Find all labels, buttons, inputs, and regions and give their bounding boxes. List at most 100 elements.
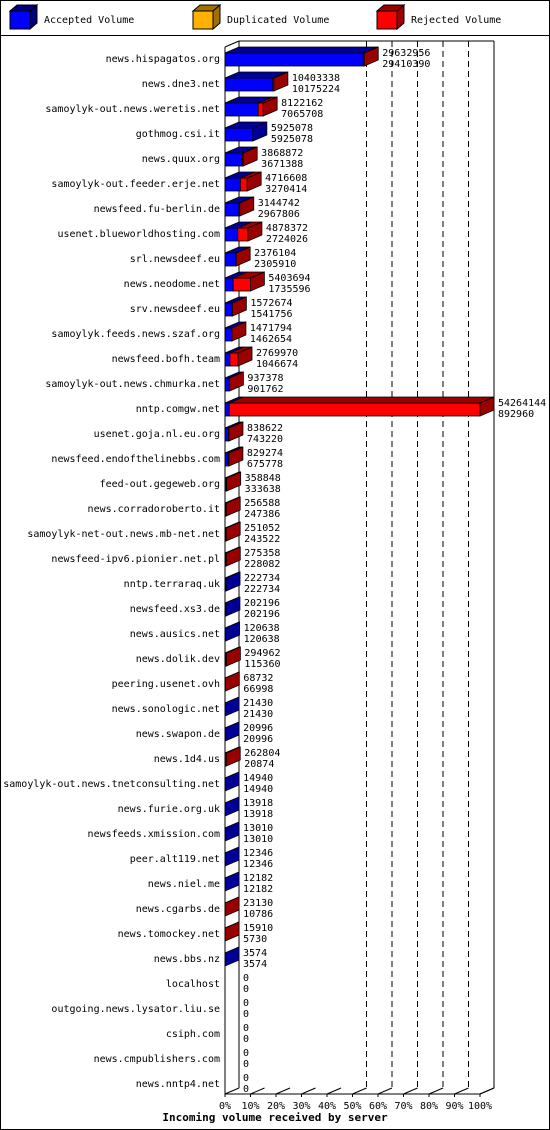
server-label: newsfeed.xs3.de bbox=[130, 604, 220, 615]
server-label: news.swapon.de bbox=[136, 729, 220, 740]
bar-side bbox=[237, 346, 253, 367]
total-value-label: 0 bbox=[243, 1048, 249, 1059]
x-tick-depth bbox=[326, 1087, 342, 1095]
total-value-label: 23130 bbox=[243, 898, 273, 909]
bar-side bbox=[225, 596, 241, 617]
x-tick-depth bbox=[301, 1087, 316, 1095]
x-tick-label: 80% bbox=[420, 1101, 438, 1112]
accepted-value-label: 3671388 bbox=[261, 159, 303, 170]
total-value-label: 358848 bbox=[245, 473, 281, 484]
total-value-label: 222734 bbox=[244, 573, 280, 584]
legend-label-duplicated: Duplicated Volume bbox=[227, 15, 329, 26]
accepted-value-label: 10175224 bbox=[292, 84, 340, 95]
bar-side bbox=[231, 321, 247, 342]
x-axis-title: Incoming volume received by server bbox=[162, 1111, 388, 1124]
total-value-label: 13010 bbox=[243, 823, 273, 834]
server-label: news.tomockey.net bbox=[118, 929, 220, 940]
accepted-value-label: 13918 bbox=[243, 809, 273, 820]
server-label: srl.newsdeef.eu bbox=[130, 254, 220, 265]
accepted-value-label: 20996 bbox=[243, 734, 273, 745]
x-tick-depth bbox=[224, 1087, 240, 1095]
accepted-value-label: 243522 bbox=[244, 534, 280, 545]
server-label: peering.usenet.ovh bbox=[112, 679, 220, 690]
accepted-bar bbox=[224, 427, 229, 442]
accepted-bar bbox=[224, 177, 241, 192]
bar-side bbox=[249, 271, 265, 292]
total-value-label: 12182 bbox=[243, 873, 273, 884]
server-label: news.dolik.dev bbox=[136, 654, 220, 665]
x-tick-label: 0% bbox=[219, 1101, 231, 1112]
total-value-label: 838622 bbox=[247, 423, 283, 434]
server-label: feed-out.gegeweb.org bbox=[100, 479, 220, 490]
legend-item-accepted: Accepted Volume bbox=[8, 3, 134, 31]
total-value-label: 29632956 bbox=[382, 48, 430, 59]
accepted-value-label: 202196 bbox=[244, 609, 280, 620]
server-label: news.dne3.net bbox=[142, 79, 220, 90]
server-label: newsfeed.bofh.team bbox=[112, 354, 220, 365]
accepted-value-label: 1462654 bbox=[250, 334, 292, 345]
x-tick-depth bbox=[403, 1087, 418, 1095]
total-value-label: 13918 bbox=[243, 798, 273, 809]
total-value-label: 0 bbox=[243, 1073, 249, 1084]
rejected-bar bbox=[229, 352, 239, 367]
x-tick-label: 20% bbox=[267, 1101, 285, 1112]
bar-side bbox=[252, 121, 268, 142]
accepted-value-label: 1735596 bbox=[268, 284, 310, 295]
accepted-value-label: 14940 bbox=[243, 784, 273, 795]
server-label: peer.alt119.net bbox=[130, 854, 220, 865]
server-label: samoylyk.feeds.news.szaf.org bbox=[51, 329, 220, 340]
accepted-bar bbox=[224, 302, 233, 317]
server-label: news.cmpublishers.com bbox=[94, 1054, 220, 1065]
bar-side bbox=[224, 946, 240, 967]
accepted-value-label: 0 bbox=[243, 1084, 249, 1095]
total-value-label: 68732 bbox=[243, 673, 273, 684]
accepted-value-label: 901762 bbox=[247, 384, 283, 395]
accepted-value-label: 12346 bbox=[243, 859, 273, 870]
total-value-label: 262804 bbox=[244, 748, 280, 759]
total-value-label: 14940 bbox=[243, 773, 273, 784]
x-tick-label: 30% bbox=[292, 1101, 310, 1112]
total-value-label: 120638 bbox=[244, 623, 280, 634]
server-label: news.ausics.net bbox=[130, 629, 220, 640]
total-value-label: 294962 bbox=[244, 648, 280, 659]
bar-side bbox=[239, 196, 255, 217]
accepted-value-label: 21430 bbox=[243, 709, 273, 720]
accepted-bar bbox=[224, 127, 254, 142]
x-tick-label: 100% bbox=[468, 1101, 492, 1112]
bar-side bbox=[363, 46, 379, 67]
rejected-bar bbox=[228, 402, 481, 417]
accepted-bar bbox=[224, 452, 229, 467]
bar-side bbox=[247, 221, 263, 242]
accepted-bar bbox=[224, 252, 237, 267]
total-value-label: 3868872 bbox=[261, 148, 303, 159]
server-label: newsfeeds.xmission.com bbox=[88, 829, 220, 840]
bar-side bbox=[262, 96, 278, 117]
bar-side bbox=[225, 496, 241, 517]
x-tick-depth bbox=[377, 1087, 393, 1095]
bar-side bbox=[224, 896, 240, 917]
accepted-bar bbox=[224, 152, 243, 167]
server-label: samoylyk-out.news.tnetconsulting.net bbox=[3, 779, 220, 790]
accepted-bar bbox=[224, 277, 234, 292]
total-value-label: 12346 bbox=[243, 848, 273, 859]
total-value-label: 5403694 bbox=[268, 273, 310, 284]
total-value-label: 54264144 bbox=[498, 398, 546, 409]
accepted-value-label: 0 bbox=[243, 1059, 249, 1070]
rejected-bar bbox=[257, 102, 264, 117]
total-value-label: 0 bbox=[243, 998, 249, 1009]
legend-swatch-accepted bbox=[9, 10, 31, 30]
legend-item-duplicated: Duplicated Volume bbox=[191, 3, 329, 31]
accepted-bar-top bbox=[224, 46, 378, 54]
accepted-value-label: 10786 bbox=[243, 909, 273, 920]
accepted-value-label: 120638 bbox=[244, 634, 280, 645]
total-value-label: 251052 bbox=[244, 523, 280, 534]
accepted-value-label: 66998 bbox=[243, 684, 273, 695]
server-label: samoylyk-out.news.chmurka.net bbox=[45, 379, 220, 390]
server-label: news.1d4.us bbox=[154, 754, 220, 765]
accepted-value-label: 29410390 bbox=[382, 59, 430, 70]
accepted-value-label: 743220 bbox=[247, 434, 283, 445]
accepted-value-label: 2724026 bbox=[266, 234, 308, 245]
total-value-label: 8122162 bbox=[281, 98, 323, 109]
accepted-value-label: 222734 bbox=[244, 584, 280, 595]
total-value-label: 20996 bbox=[243, 723, 273, 734]
